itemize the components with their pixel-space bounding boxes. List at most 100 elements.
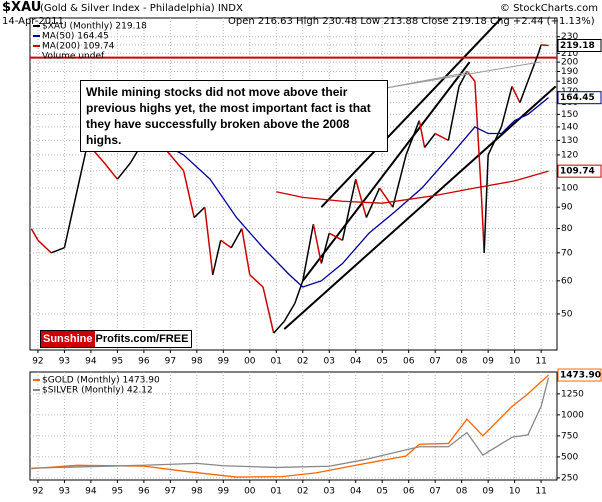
trend-line — [320, 18, 503, 208]
price-segment — [283, 302, 296, 322]
x-tick-label: 98 — [191, 357, 203, 367]
x-tick-label: 94 — [85, 357, 97, 367]
date: 14-Apr-2011 — [2, 16, 64, 27]
price-segment — [474, 81, 483, 198]
price-segment — [527, 53, 540, 82]
price-segment — [302, 223, 315, 281]
x-tick-label: 03 — [324, 487, 335, 497]
x-tick-label: 95 — [112, 357, 123, 367]
series-line — [31, 374, 549, 478]
price-segment — [193, 206, 206, 219]
price-tag — [557, 368, 602, 382]
x-tick-label: 06 — [403, 487, 415, 497]
price-segment — [483, 154, 489, 253]
x-tick-label: 94 — [85, 487, 97, 497]
price-segment — [341, 179, 357, 241]
x-tick-label: 08 — [456, 357, 468, 367]
y-tick-label: 250 — [561, 473, 578, 483]
y-tick-label: 90 — [561, 203, 573, 213]
price-segment — [466, 70, 476, 82]
x-tick-label: 02 — [297, 487, 308, 497]
x-tick-label: 05 — [376, 487, 387, 497]
price-segment — [537, 44, 542, 54]
x-tick-label: 02 — [297, 357, 308, 367]
series-line — [276, 170, 549, 204]
quote: Open 216.63 High 230.48 Low 213.88 Close… — [228, 16, 595, 27]
x-tick-label: 10 — [509, 357, 521, 367]
price-segment — [116, 162, 132, 180]
price-segment — [50, 247, 65, 254]
x-tick-label: 07 — [429, 357, 440, 367]
x-tick-label: 06 — [403, 357, 415, 367]
plot-area — [30, 372, 557, 480]
promo-rest: Profits.com/FREE — [95, 333, 189, 345]
x-tick-label: 11 — [535, 357, 546, 367]
x-tick-label: 04 — [350, 487, 362, 497]
price-segment — [204, 207, 214, 275]
y-tick-label: 1000 — [561, 410, 584, 420]
price-segment — [273, 320, 285, 334]
legend-label: MA(200) 109.74 — [42, 42, 115, 52]
price-segment — [500, 86, 513, 128]
price-tag — [557, 38, 602, 52]
legend-label: MA(50) 164.45 — [42, 32, 109, 42]
main-panel — [29, 17, 558, 351]
price-segment — [294, 280, 304, 304]
source: © StockCharts.com — [499, 3, 598, 14]
price-segment — [392, 154, 407, 208]
y-tick-label: 100 — [561, 184, 578, 194]
price-tag-label: 219.18 — [560, 41, 595, 51]
legend-note: Volume undef — [42, 52, 105, 62]
x-tick-label: 09 — [482, 357, 494, 367]
price-segment — [434, 132, 449, 142]
trend-line — [283, 85, 557, 330]
price-segment — [320, 232, 330, 264]
price-segment — [423, 133, 436, 148]
price-segment — [30, 228, 39, 241]
price-segment — [541, 44, 549, 47]
y-tick-label: 150 — [561, 110, 578, 120]
price-tag — [557, 91, 602, 105]
annotation: While mining stocks did not move above t… — [80, 80, 388, 152]
price-segment — [519, 81, 529, 103]
price-tag-label: 109.74 — [560, 167, 595, 177]
legend-label: $XAU (Monthly) 219.18 — [42, 22, 147, 32]
x-tick-label: 04 — [350, 357, 362, 367]
x-tick-label: 97 — [165, 357, 176, 367]
symbol: $XAU — [2, 0, 42, 15]
y-tick-label: 60 — [561, 276, 573, 286]
x-tick-label: 00 — [244, 357, 256, 367]
y-tick-label: 140 — [561, 122, 578, 132]
price-tag-label: 1473.90 — [560, 371, 601, 381]
price-segment — [447, 86, 460, 141]
x-tick-label: 95 — [112, 487, 123, 497]
price-segment — [480, 197, 485, 253]
legend-label: $SILVER (Monthly) 42.12 — [42, 386, 153, 396]
plot-area — [30, 18, 557, 350]
x-tick-label: 99 — [218, 487, 230, 497]
price-segment — [103, 162, 118, 180]
y-tick-label: 80 — [561, 224, 573, 234]
price-tag — [557, 164, 602, 178]
price-segment — [262, 286, 275, 334]
y-tick-label: 1250 — [561, 389, 584, 399]
price-segment — [418, 120, 426, 148]
x-tick-label: 96 — [138, 357, 150, 367]
y-tick-label: 200 — [561, 58, 578, 68]
x-tick-label: 00 — [244, 487, 256, 497]
price-segment — [211, 240, 222, 276]
y-tick-label: 180 — [561, 77, 578, 87]
x-tick-label: 01 — [271, 487, 282, 497]
price-segment — [182, 170, 195, 218]
x-tick-label: 05 — [376, 357, 387, 367]
x-tick-label: 08 — [456, 487, 468, 497]
price-segment — [241, 228, 251, 276]
x-tick-label: 97 — [165, 487, 176, 497]
x-tick-label: 01 — [271, 357, 282, 367]
x-tick-label: 93 — [59, 487, 70, 497]
price-tag-label: 164.45 — [560, 93, 595, 103]
index-name: (Gold & Silver Index - Philadelphia) IND… — [40, 3, 243, 14]
x-tick-label: 92 — [32, 357, 43, 367]
